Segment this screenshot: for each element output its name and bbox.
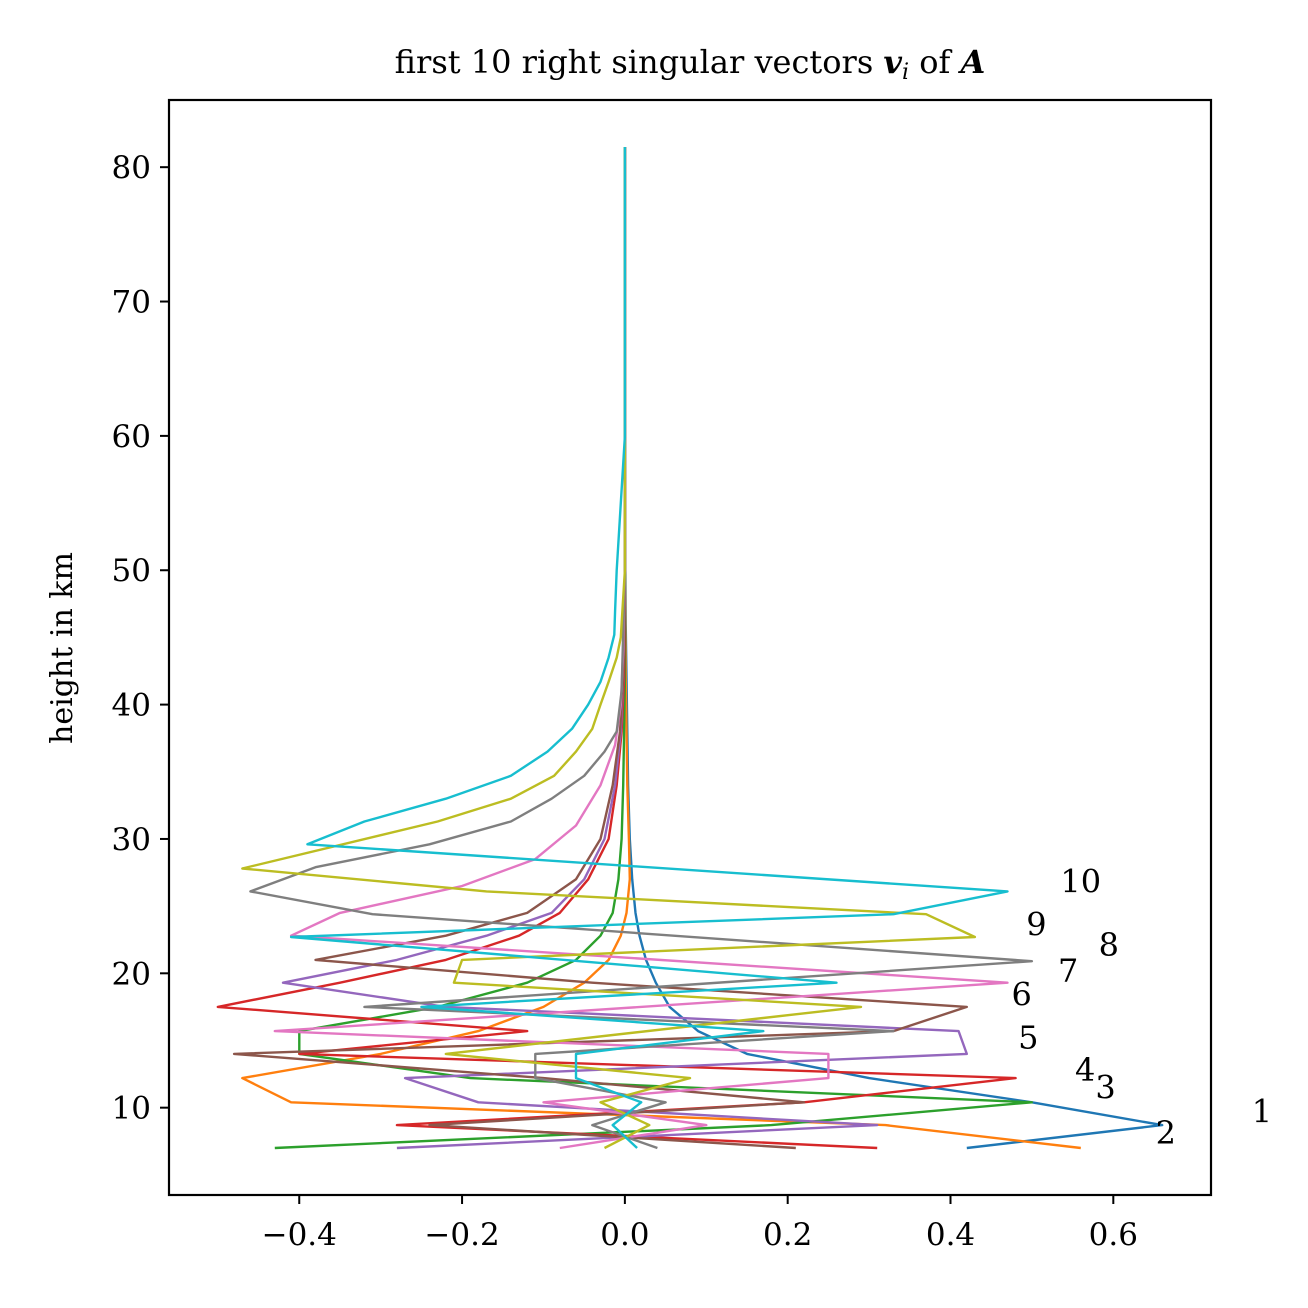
x-tick-label: 0.4 (926, 1217, 975, 1253)
y-tick-label: 80 (112, 150, 151, 186)
series-label-4: 4 (1075, 1051, 1095, 1089)
series-line-9 (241, 147, 977, 1150)
x-tick-label: 0.2 (763, 1217, 812, 1253)
x-tick-label: 0.0 (600, 1217, 649, 1253)
series-label-3: 3 (1095, 1068, 1115, 1106)
y-tick-label: 60 (112, 419, 151, 455)
plot-lines (216, 147, 1164, 1150)
y-axis-label: height in km (45, 552, 80, 744)
y-tick-label: 20 (112, 956, 151, 992)
x-tick-label: −0.4 (262, 1217, 337, 1253)
series-label-1: 1 (1252, 1092, 1272, 1130)
x-tick-label: 0.6 (1089, 1217, 1138, 1253)
series-label-10: 10 (1060, 863, 1101, 901)
series-label-7: 7 (1058, 951, 1078, 989)
y-tick-label: 30 (112, 822, 151, 858)
series-line-3 (274, 147, 1034, 1150)
series-label-9: 9 (1026, 906, 1046, 944)
x-tick-label: −0.2 (424, 1217, 499, 1253)
series-line-2 (241, 147, 1081, 1150)
y-tick-label: 10 (112, 1091, 151, 1127)
y-tick-label: 50 (112, 553, 151, 589)
series-line-4 (216, 147, 1017, 1150)
series-label-5: 5 (1018, 1019, 1038, 1057)
y-tick-label: 70 (112, 285, 151, 321)
series-label-2: 2 (1156, 1114, 1176, 1152)
series-line-8 (249, 147, 1034, 1150)
y-tick-label: 40 (112, 688, 151, 724)
series-line-6 (232, 147, 968, 1150)
chart-title: first 10 right singular vectors vi of A (395, 43, 986, 85)
axes-frame (167, 98, 1213, 1197)
series-line-10 (289, 147, 1009, 1149)
y-axis: 10 20 30 40 50 60 70 80 (112, 150, 169, 1127)
series-label-6: 6 (1012, 976, 1032, 1014)
series-label-8: 8 (1099, 926, 1119, 964)
x-axis: −0.4 −0.2 0.0 0.2 0.4 0.6 (262, 1195, 1138, 1253)
